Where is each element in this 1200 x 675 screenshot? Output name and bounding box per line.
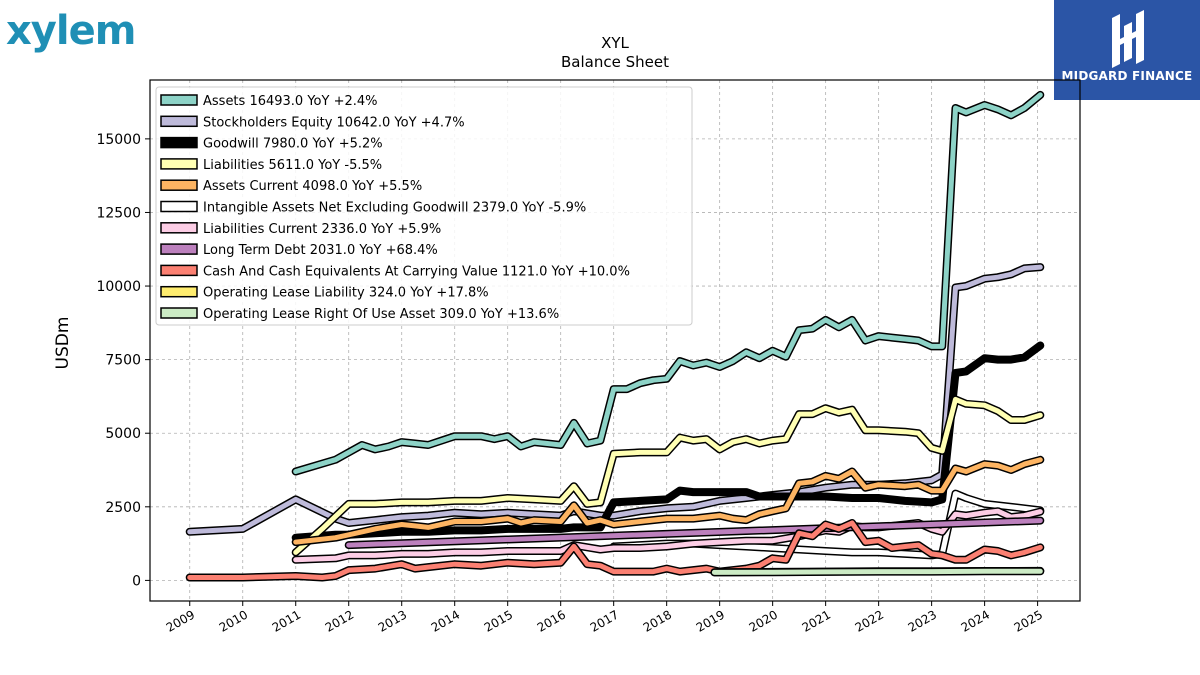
series-line xyxy=(291,341,1045,542)
series-9 xyxy=(185,519,1045,582)
legend-swatch xyxy=(160,158,198,170)
legend-entry: Intangible Assets Net Excluding Goodwill… xyxy=(203,201,586,216)
series-line xyxy=(346,518,1043,548)
legend-entry: Assets Current 4098.0 YoY +5.5% xyxy=(203,179,422,194)
legend: Assets 16493.0 YoY +2.4% Stockholders Equ… xyxy=(155,86,693,326)
legend-box xyxy=(155,86,693,326)
legend-entry: Operating Lease Liability 324.0 YoY +17.… xyxy=(203,286,489,301)
legend-swatch xyxy=(160,179,198,191)
series-line xyxy=(711,568,1043,575)
series-5 xyxy=(291,455,1045,547)
chart-subtitle: Balance Sheet xyxy=(561,53,669,71)
legend-swatch xyxy=(160,222,198,234)
series-layer xyxy=(185,90,1045,582)
x-tick-label: 2016 xyxy=(535,607,568,634)
y-tick-label: 12500 xyxy=(96,205,141,221)
y-tick-label: 2500 xyxy=(105,500,141,516)
legend-entry: Liabilities Current 2336.0 YoY +5.9% xyxy=(203,222,441,237)
chart-title: XYL xyxy=(601,34,629,52)
legend-swatch xyxy=(160,264,198,277)
legend-entry: Operating Lease Right Of Use Asset 309.0… xyxy=(203,307,559,322)
x-tick-label: 2022 xyxy=(853,607,886,634)
x-tick-label: 2009 xyxy=(164,607,197,634)
series-line xyxy=(293,508,1043,563)
midgard-finance-logo: MIDGARD FINANCE xyxy=(1054,0,1200,100)
series-line xyxy=(293,92,1043,474)
midgard-finance-name: MIDGARD FINANCE xyxy=(1061,69,1193,83)
legend-entry: Assets 16493.0 YoY +2.4% xyxy=(203,94,378,109)
y-tick-label: 0 xyxy=(132,573,141,589)
legend-entry: Stockholders Equity 10642.0 YoY +4.7% xyxy=(203,115,465,130)
legend-swatch xyxy=(160,115,198,128)
x-tick-label: 2025 xyxy=(1012,607,1045,634)
series-8 xyxy=(344,516,1045,550)
series-line xyxy=(187,520,1043,580)
x-tick-label: 2018 xyxy=(641,607,674,634)
series-1 xyxy=(291,90,1045,476)
xylem-logo: xylem xyxy=(6,8,136,54)
legend-entry: Long Term Debt 2031.0 YoY +68.4% xyxy=(203,243,438,258)
x-tick-label: 2020 xyxy=(747,607,780,634)
legend-swatch xyxy=(160,285,198,298)
series-4 xyxy=(291,395,1045,557)
x-tick-label: 2023 xyxy=(906,607,939,634)
x-tick-label: 2013 xyxy=(376,607,409,634)
y-axis-label: USDm xyxy=(53,317,73,370)
plot-frame xyxy=(149,79,1081,602)
series-7 xyxy=(291,507,1045,564)
legend-swatch xyxy=(160,243,198,255)
x-tick-label: 2012 xyxy=(323,607,356,634)
x-tick-label: 2011 xyxy=(270,607,303,634)
legend-entry: Goodwill 7980.0 YoY +5.2% xyxy=(203,137,383,152)
y-tick-label: 15000 xyxy=(96,132,141,148)
y-tick-label: 7500 xyxy=(105,353,141,369)
legend-swatch xyxy=(160,94,198,106)
x-tick-label: 2021 xyxy=(800,607,833,634)
series-11 xyxy=(710,567,1045,577)
legend-swatch xyxy=(160,307,198,319)
y-tick-label: 10000 xyxy=(96,279,141,295)
series-3 xyxy=(291,341,1045,542)
x-tick-label: 2014 xyxy=(429,607,462,634)
x-tick-label: 2017 xyxy=(588,607,621,634)
x-tick-label: 2010 xyxy=(217,607,250,634)
legend-swatch xyxy=(160,200,198,213)
series-line xyxy=(293,457,1043,545)
midgard-mark-icon xyxy=(1112,10,1144,68)
legend-entry: Liabilities 5611.0 YoY -5.5% xyxy=(203,158,382,173)
y-tick-label: 5000 xyxy=(105,426,141,442)
series-line xyxy=(187,264,1043,535)
x-tick-label: 2024 xyxy=(959,607,992,634)
legend-entry: Cash And Cash Equivalents At Carrying Va… xyxy=(203,264,630,279)
legend-swatch xyxy=(160,136,198,149)
x-tick-label: 2019 xyxy=(694,607,727,634)
series-line xyxy=(293,396,1043,555)
x-tick-label: 2015 xyxy=(482,607,515,634)
series-2 xyxy=(185,263,1045,536)
